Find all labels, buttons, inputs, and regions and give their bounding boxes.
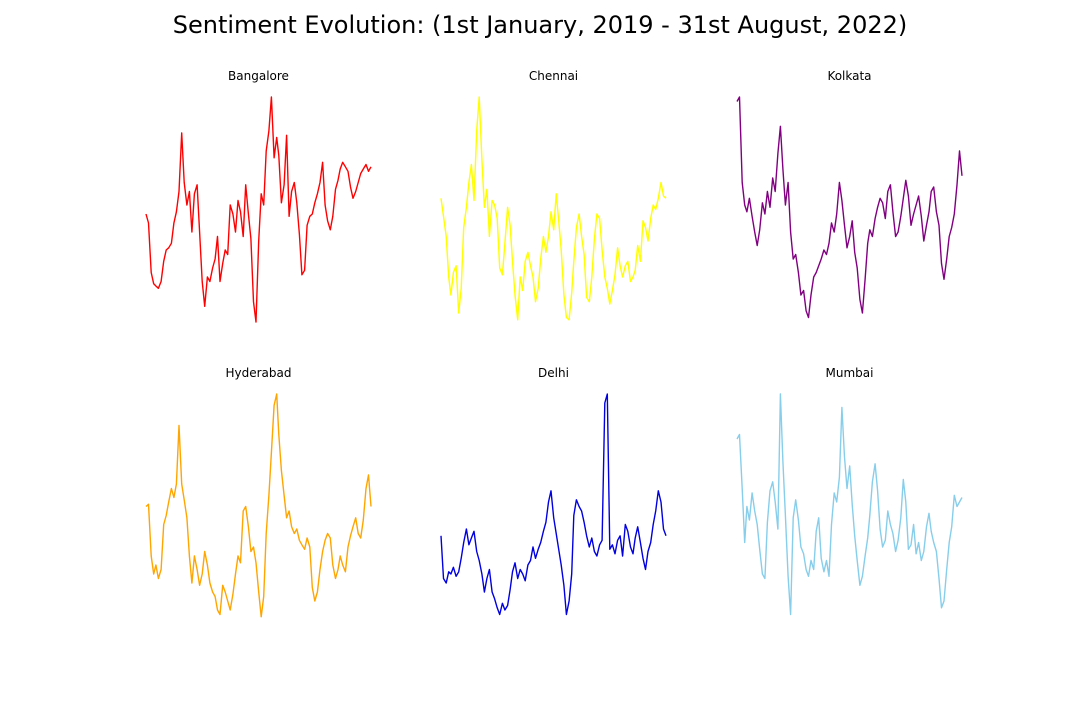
series-line-mumbai — [736, 393, 963, 616]
panel-kolkata: Kolkata — [736, 69, 963, 319]
panel-mumbai: Mumbai — [736, 366, 963, 616]
panel-title-hyderabad: Hyderabad — [226, 366, 292, 380]
series-line-chennai — [440, 96, 667, 321]
series-line-delhi — [440, 393, 667, 616]
panel-bangalore: Bangalore — [145, 69, 372, 323]
panel-chennai: Chennai — [440, 69, 667, 321]
panel-title-bangalore: Bangalore — [228, 69, 289, 83]
panel-title-chennai: Chennai — [529, 69, 578, 83]
panel-title-kolkata: Kolkata — [827, 69, 871, 83]
panel-delhi: Delhi — [440, 366, 667, 616]
figure-title: Sentiment Evolution: (1st January, 2019 … — [172, 11, 908, 39]
panel-title-mumbai: Mumbai — [826, 366, 874, 380]
panel-hyderabad: Hyderabad — [145, 366, 372, 618]
series-line-bangalore — [145, 96, 372, 323]
series-line-kolkata — [736, 96, 963, 319]
panel-title-delhi: Delhi — [538, 366, 569, 380]
series-line-hyderabad — [145, 393, 372, 618]
